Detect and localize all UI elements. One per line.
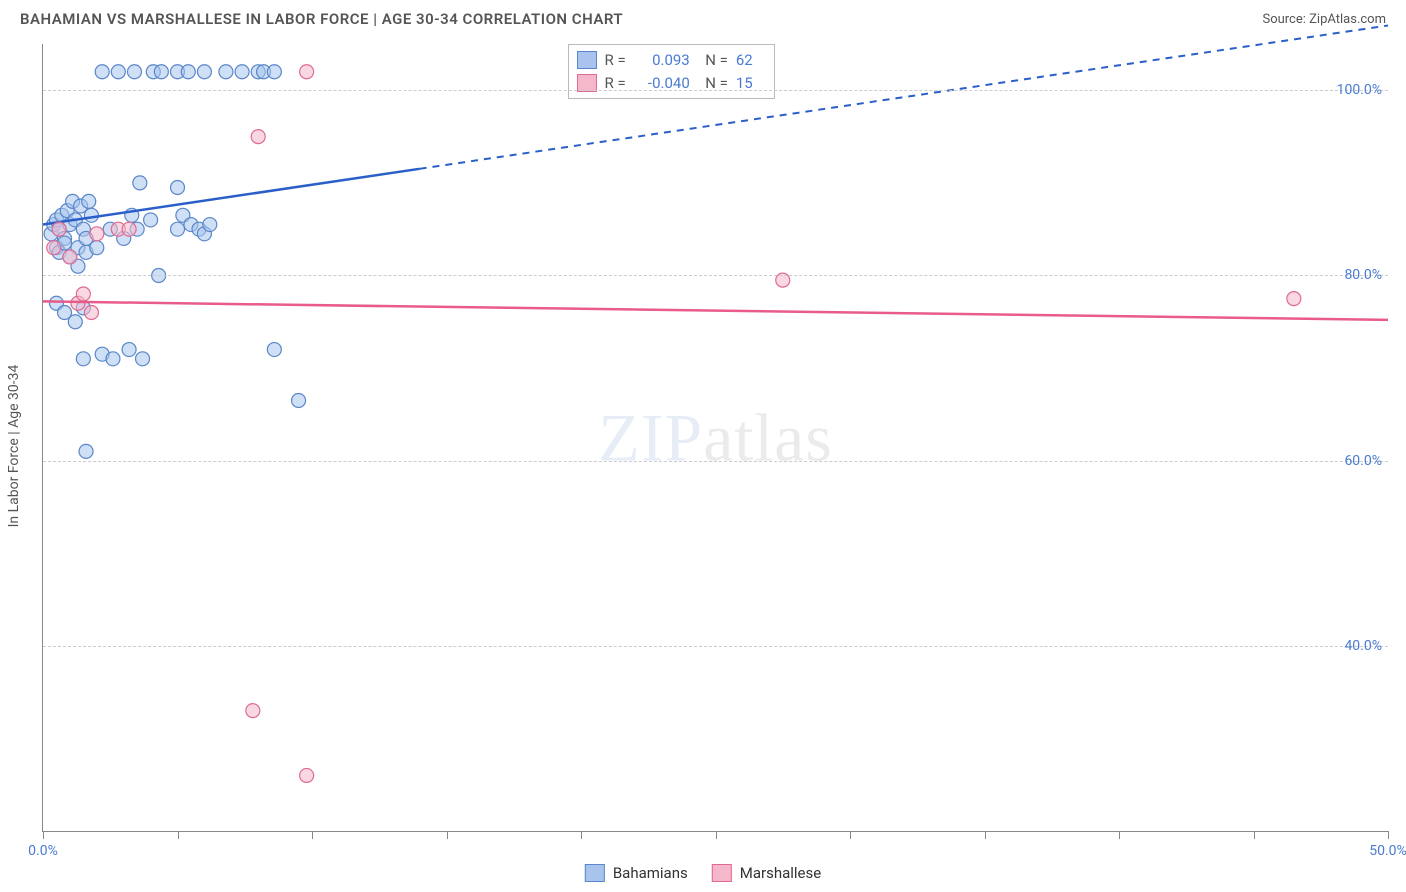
data-point (181, 65, 195, 79)
y-tick-label: 60.0% (1344, 453, 1382, 469)
legend-label: Bahamians (613, 864, 688, 882)
data-point (76, 287, 90, 301)
data-point (251, 130, 265, 144)
x-tick-label: 50.0% (1369, 843, 1406, 859)
data-point (90, 241, 104, 255)
data-point (122, 222, 136, 236)
data-point (300, 768, 314, 782)
r-label: R = (605, 49, 626, 72)
x-tick (312, 831, 313, 839)
data-point (90, 227, 104, 241)
r-value: 0.093 (634, 49, 690, 72)
data-point (84, 208, 98, 222)
trend-line-dashed (420, 25, 1388, 168)
data-point (197, 65, 211, 79)
x-tick (1119, 831, 1120, 839)
data-point (292, 393, 306, 407)
x-tick (716, 831, 717, 839)
data-point (95, 65, 109, 79)
gridline (43, 90, 1388, 91)
data-point (63, 250, 77, 264)
x-tick-label: 0.0% (28, 843, 58, 859)
series-legend: Bahamians Marshallese (585, 864, 821, 882)
legend-swatch (577, 74, 597, 92)
legend-label: Marshallese (740, 864, 821, 882)
data-point (219, 65, 233, 79)
gridline (43, 646, 1388, 647)
data-point (47, 241, 61, 255)
data-point (171, 181, 185, 195)
x-tick (850, 831, 851, 839)
data-point (171, 222, 185, 236)
n-label: N = (698, 49, 728, 72)
trend-line (43, 169, 420, 225)
data-point (133, 176, 147, 190)
chart-area: ZIPatlas R =0.093 N =62R =-0.040 N =15 4… (42, 44, 1388, 832)
data-point (1287, 292, 1301, 306)
x-tick (581, 831, 582, 839)
y-tick-label: 80.0% (1344, 267, 1382, 283)
n-value: 62 (736, 49, 764, 72)
data-point (68, 315, 82, 329)
trend-line (43, 301, 1388, 320)
legend-swatch (585, 864, 605, 882)
x-tick (178, 831, 179, 839)
data-point (144, 213, 158, 227)
legend-item: Bahamians (585, 864, 688, 882)
data-point (52, 222, 66, 236)
x-tick (985, 831, 986, 839)
data-point (267, 65, 281, 79)
data-point (136, 352, 150, 366)
y-axis-label: In Labor Force | Age 30-34 (6, 365, 22, 528)
x-tick (43, 831, 44, 839)
data-point (122, 343, 136, 357)
legend-item: Marshallese (712, 864, 821, 882)
gridline (43, 461, 1388, 462)
data-point (82, 194, 96, 208)
source-label: Source: ZipAtlas.com (1262, 12, 1386, 27)
data-point (106, 352, 120, 366)
data-point (267, 343, 281, 357)
data-point (300, 65, 314, 79)
y-tick-label: 100.0% (1337, 82, 1382, 98)
legend-swatch (712, 864, 732, 882)
data-point (79, 444, 93, 458)
y-tick-label: 40.0% (1344, 638, 1382, 654)
data-point (127, 65, 141, 79)
legend-swatch (577, 51, 597, 69)
correlation-row: R = 0.093 N = 62 (577, 49, 764, 72)
chart-title: BAHAMIAN VS MARSHALLESE IN LABOR FORCE |… (20, 10, 623, 28)
x-tick (447, 831, 448, 839)
x-tick (1388, 831, 1389, 839)
header: BAHAMIAN VS MARSHALLESE IN LABOR FORCE |… (0, 0, 1406, 36)
data-point (111, 65, 125, 79)
data-point (84, 306, 98, 320)
data-point (76, 352, 90, 366)
data-point (203, 218, 217, 232)
data-point (235, 65, 249, 79)
gridline (43, 275, 1388, 276)
scatter-plot (43, 44, 1388, 831)
data-point (154, 65, 168, 79)
x-tick (1254, 831, 1255, 839)
data-point (246, 704, 260, 718)
